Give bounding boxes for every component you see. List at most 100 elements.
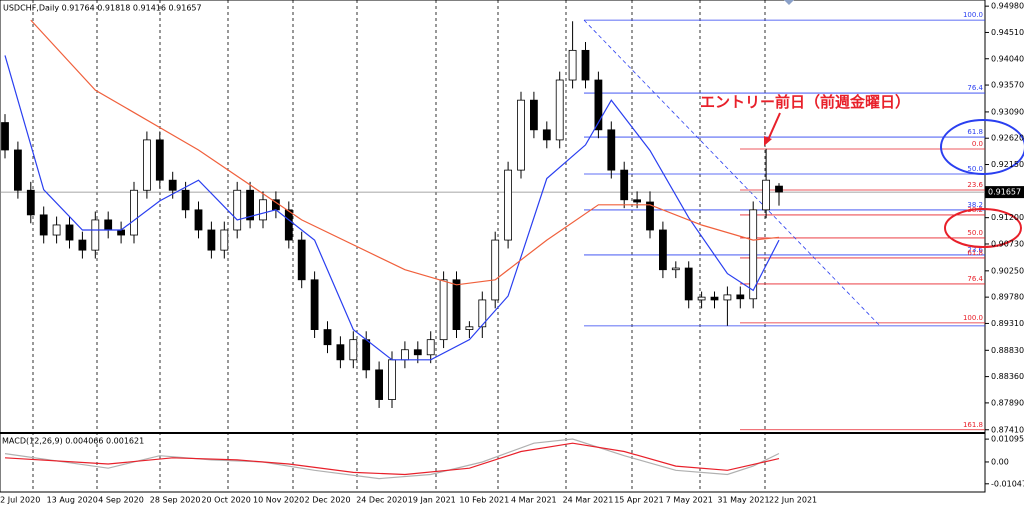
fib-label: 23.6: [967, 246, 983, 254]
x-tick-label: 2 Dec 2020: [305, 496, 351, 505]
y-tick-label: 0.010951: [991, 435, 1024, 444]
y-tick-label: 0.90250: [991, 266, 1024, 275]
y-tick-label: 0.93090: [991, 107, 1024, 116]
indicator-line: [30, 19, 780, 286]
x-tick-label: 22 Jul 2020: [0, 496, 40, 505]
candle-body: [530, 99, 538, 131]
fib-label: 100.0: [963, 11, 983, 19]
y-tick-label: 0.88360: [991, 372, 1024, 381]
candle-body: [155, 139, 164, 181]
fib-label: 161.8: [963, 421, 983, 429]
candle-body: [684, 267, 693, 301]
x-tick-label: 10 Feb 2021: [459, 496, 509, 505]
candle-body: [233, 189, 242, 231]
candle-body: [65, 224, 74, 241]
candle-body: [426, 339, 435, 356]
x-tick-label: 4 Sep 2020: [98, 496, 144, 505]
fib-label: 23.6: [967, 181, 983, 189]
y-tick-label: 0.92620: [991, 134, 1024, 143]
x-tick-label: 24 Dec 2020: [356, 496, 407, 505]
candle-body: [594, 79, 603, 131]
candle-body: [633, 199, 641, 203]
x-tick-label: 24 Mar 2021: [563, 496, 614, 505]
candle-body: [555, 79, 564, 141]
candle-body: [78, 239, 87, 251]
trend-line: [583, 19, 881, 327]
indicator-line: [4, 442, 780, 476]
y-tick-label: 0.89780: [991, 293, 1024, 302]
candle-body: [607, 129, 616, 171]
x-tick-label: 20 Oct 2020: [201, 496, 250, 505]
fib-label: 0.0: [972, 140, 983, 148]
x-tick-label: 7 May 2021: [666, 496, 713, 505]
candle-body: [452, 279, 461, 330]
candle-body: [181, 189, 190, 211]
candle-body: [246, 189, 255, 221]
x-tick-label: 31 May 2021: [717, 496, 769, 505]
y-tick-label: 0.89310: [991, 319, 1024, 328]
candle-body: [504, 169, 513, 241]
candle-body: [413, 349, 422, 356]
candle-body: [52, 224, 61, 236]
scroll-marker: [784, 0, 794, 5]
candle-body: [710, 296, 719, 301]
candle-body: [620, 169, 629, 201]
candle-body: [736, 294, 745, 300]
x-tick-label: 13 Aug 2020: [47, 496, 98, 505]
x-tick-label: 10 Nov 2020: [253, 496, 304, 505]
price-box-label: 0.91657: [988, 188, 1021, 197]
y-tick-label: 0.90730: [991, 239, 1024, 248]
arrow-head: [764, 136, 772, 146]
candle-body: [349, 339, 358, 361]
y-tick-label: 0.00: [991, 457, 1009, 466]
candle-body: [362, 339, 371, 371]
candle-body: [400, 349, 409, 361]
candle-body: [439, 279, 448, 341]
candle-body: [284, 209, 293, 241]
candle-body: [26, 189, 35, 216]
y-tick-label: 0.87410: [991, 425, 1024, 434]
candle-body: [39, 214, 48, 236]
candle-body: [104, 219, 113, 231]
candle-body: [542, 129, 551, 141]
fib-label: 38.2: [967, 201, 983, 209]
candle-body: [581, 49, 590, 81]
candle-body: [568, 49, 577, 81]
fib-label: 50.0: [967, 229, 983, 237]
candle-body: [142, 139, 151, 191]
fib-label: 50.0: [967, 165, 983, 173]
highlight-circle: [944, 208, 1022, 248]
y-tick-label: 0.87890: [991, 398, 1024, 407]
candle-body: [207, 229, 216, 251]
candle-body: [388, 359, 396, 400]
candle-body: [775, 185, 783, 193]
candle-body: [762, 179, 770, 211]
candle-body: [697, 296, 706, 301]
candle-body: [749, 209, 758, 300]
y-tick-label: 0.88830: [991, 346, 1024, 355]
y-tick-label: 0.94510: [991, 28, 1024, 37]
fib-label: 61.8: [967, 249, 983, 257]
candle-body: [375, 369, 384, 400]
fib-label: 61.8: [967, 128, 983, 136]
candle-body: [297, 239, 306, 281]
annotation-arrow: [767, 112, 781, 141]
candle-body: [220, 229, 229, 251]
y-tick-label: 0.94040: [991, 54, 1024, 63]
candle-body: [646, 201, 654, 231]
candle-body: [310, 279, 319, 330]
x-tick-label: 22 Jun 2021: [769, 496, 817, 505]
annotation: エントリー前日（前週金曜日）: [700, 93, 910, 111]
price-box: [985, 186, 1024, 199]
x-tick-label: 15 Apr 2021: [614, 496, 663, 505]
candle-body: [323, 329, 332, 346]
fib-label: 76.4: [967, 275, 983, 283]
candle-body: [517, 99, 525, 171]
fib-label: 76.4: [967, 84, 983, 92]
candle-body: [1, 122, 9, 151]
highlight-circle: [940, 119, 1024, 175]
macd-title: MACD(12,26,9) 0.004066 0.001621: [2, 437, 144, 446]
x-tick-label: 28 Sep 2020: [150, 496, 201, 505]
candle-body: [336, 344, 345, 361]
